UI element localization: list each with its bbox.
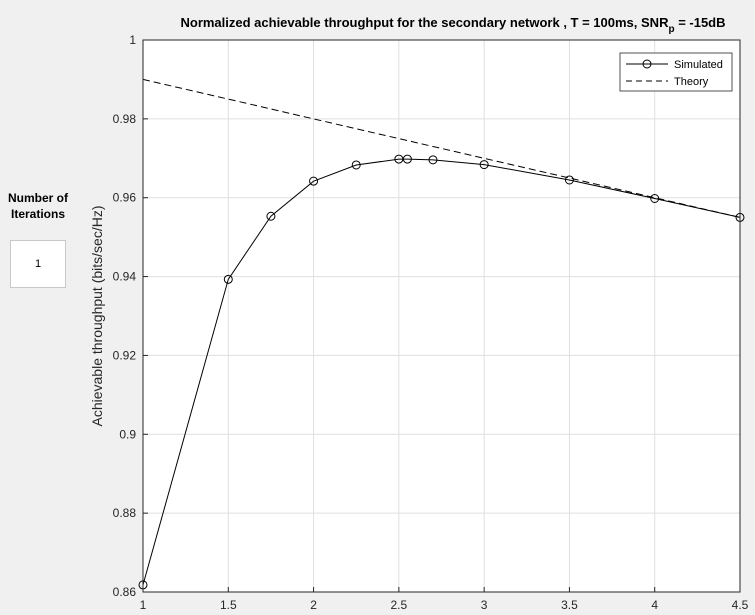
x-tick-label: 3.5 bbox=[561, 598, 578, 612]
x-tick-label: 3 bbox=[481, 598, 488, 612]
y-tick-label: 0.88 bbox=[113, 506, 137, 520]
y-tick-label: 0.98 bbox=[113, 112, 137, 126]
iterations-input[interactable] bbox=[10, 240, 66, 288]
x-tick-label: 1.5 bbox=[220, 598, 237, 612]
series-simulated-point bbox=[564, 175, 574, 185]
grid bbox=[143, 40, 740, 592]
chart-title-tail: = -15dB bbox=[675, 15, 726, 30]
legend-box bbox=[619, 52, 733, 92]
legend-theory-label: Theory bbox=[674, 76, 709, 88]
series-theory-line bbox=[142, 78, 741, 218]
legend-simulated-label: Simulated bbox=[674, 59, 723, 71]
x-tick-label: 2 bbox=[310, 598, 317, 612]
x-tick-label: 4 bbox=[651, 598, 658, 612]
axes-box bbox=[142, 39, 741, 593]
series-simulated-point bbox=[428, 155, 438, 165]
series-layer bbox=[138, 78, 745, 590]
y-tick-label: 0.96 bbox=[113, 191, 137, 205]
throughput-chart: Normalized achievable throughput for the… bbox=[89, 15, 749, 612]
plot-area bbox=[143, 40, 740, 592]
chart-title-main: Normalized achievable throughput for the… bbox=[180, 15, 669, 30]
series-simulated-point bbox=[309, 176, 319, 186]
series-simulated-point bbox=[223, 274, 233, 284]
legend: Simulated Theory bbox=[619, 52, 733, 92]
y-tick-label: 0.94 bbox=[113, 270, 137, 284]
ticks: 1 1.5 2 2.5 3 3.5 4 4.5 0.86 0.88 0.9 0.92 0.94 0.96 0… bbox=[113, 33, 749, 612]
series-simulated-point bbox=[351, 160, 361, 170]
y-axis-label: Achievable throughput (bits/sec/Hz) bbox=[89, 206, 105, 427]
series-simulated-point bbox=[479, 160, 489, 170]
iterations-label: Number of Iterations bbox=[8, 191, 68, 221]
chart-title-subscript: p bbox=[668, 24, 674, 35]
y-tick-label: 0.9 bbox=[119, 427, 136, 441]
series-simulated-point bbox=[402, 154, 412, 164]
legend-simulated-marker bbox=[642, 59, 652, 69]
y-tick-label: 0.86 bbox=[113, 585, 137, 599]
series-simulated-point bbox=[266, 211, 276, 221]
side-panel: Number of Iterations bbox=[0, 0, 78, 615]
chart-title: Normalized achievable throughput for the… bbox=[180, 15, 725, 35]
x-tick-label: 4.5 bbox=[732, 598, 749, 612]
series-simulated-point bbox=[394, 154, 404, 164]
x-tick-label: 1 bbox=[140, 598, 147, 612]
y-tick-label: 1 bbox=[129, 33, 136, 47]
x-tick-label: 2.5 bbox=[391, 598, 408, 612]
y-tick-label: 0.92 bbox=[113, 348, 137, 362]
